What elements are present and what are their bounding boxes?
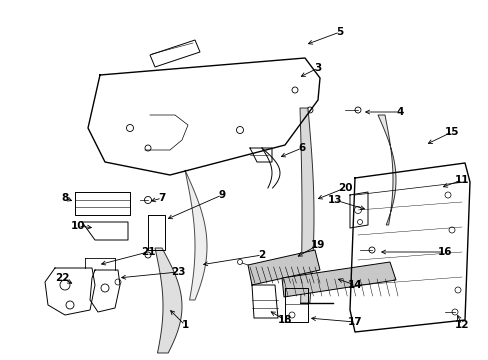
Text: 14: 14 bbox=[347, 280, 362, 290]
Text: 16: 16 bbox=[437, 247, 451, 257]
Text: 6: 6 bbox=[298, 143, 305, 153]
Circle shape bbox=[306, 107, 312, 113]
Circle shape bbox=[126, 125, 133, 131]
Circle shape bbox=[145, 252, 151, 258]
Text: 22: 22 bbox=[55, 273, 69, 283]
Text: 9: 9 bbox=[218, 190, 225, 200]
Circle shape bbox=[444, 192, 450, 198]
Polygon shape bbox=[155, 248, 182, 353]
Circle shape bbox=[454, 287, 460, 293]
Text: 4: 4 bbox=[395, 107, 403, 117]
Polygon shape bbox=[377, 115, 395, 225]
Text: 12: 12 bbox=[454, 320, 468, 330]
Polygon shape bbox=[247, 250, 319, 285]
Text: 21: 21 bbox=[141, 247, 155, 257]
Text: 19: 19 bbox=[310, 240, 325, 250]
Text: 7: 7 bbox=[158, 193, 165, 203]
Text: 1: 1 bbox=[181, 320, 188, 330]
Text: 15: 15 bbox=[444, 127, 458, 137]
Circle shape bbox=[368, 247, 374, 253]
Polygon shape bbox=[282, 262, 395, 297]
Circle shape bbox=[357, 220, 362, 225]
Circle shape bbox=[448, 227, 454, 233]
Circle shape bbox=[115, 279, 121, 285]
Text: 10: 10 bbox=[71, 221, 85, 231]
Text: 11: 11 bbox=[454, 175, 468, 185]
Circle shape bbox=[354, 207, 361, 213]
Circle shape bbox=[66, 301, 74, 309]
Circle shape bbox=[288, 312, 294, 318]
Text: 18: 18 bbox=[277, 315, 292, 325]
Text: 17: 17 bbox=[347, 317, 362, 327]
Circle shape bbox=[451, 309, 457, 315]
Circle shape bbox=[291, 87, 297, 93]
Circle shape bbox=[236, 126, 243, 134]
Text: 8: 8 bbox=[61, 193, 68, 203]
Circle shape bbox=[145, 145, 151, 151]
Text: 2: 2 bbox=[258, 250, 265, 260]
Text: 23: 23 bbox=[170, 267, 185, 277]
Text: 20: 20 bbox=[337, 183, 351, 193]
Polygon shape bbox=[150, 40, 200, 67]
Text: 3: 3 bbox=[314, 63, 321, 73]
Circle shape bbox=[144, 197, 151, 203]
Circle shape bbox=[101, 284, 109, 292]
Circle shape bbox=[354, 107, 360, 113]
Circle shape bbox=[60, 280, 70, 290]
Circle shape bbox=[237, 260, 242, 265]
Polygon shape bbox=[184, 170, 206, 300]
Polygon shape bbox=[299, 108, 313, 303]
Text: 5: 5 bbox=[336, 27, 343, 37]
Text: 13: 13 bbox=[327, 195, 342, 205]
